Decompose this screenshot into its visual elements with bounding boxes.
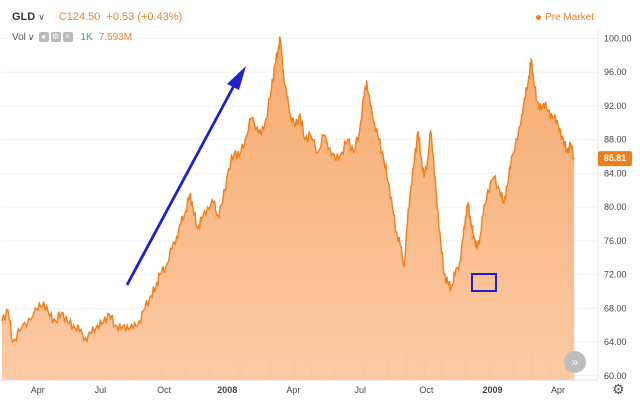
trend-arrow-annotation bbox=[125, 66, 246, 286]
x-tick-label: Apr bbox=[286, 385, 300, 395]
bottom-highlight-box bbox=[471, 273, 497, 292]
x-tick-label: Jul bbox=[95, 385, 107, 395]
y-tick-label: 100.00 bbox=[604, 33, 632, 43]
y-tick-label: 68.00 bbox=[604, 303, 627, 313]
y-tick-label: 80.00 bbox=[604, 202, 627, 212]
volume-header: Vol ∨ ● ⚙ × 1K 7.593M bbox=[12, 28, 132, 46]
price-line bbox=[1, 36, 575, 344]
y-tick-label: 76.00 bbox=[604, 236, 627, 246]
last-price-badge: 85.81 bbox=[598, 151, 632, 167]
session-label: Pre Market bbox=[545, 11, 594, 23]
eye-icon[interactable]: ● bbox=[38, 32, 49, 42]
chevron-down-icon[interactable]: ∨ bbox=[38, 11, 45, 22]
x-tick-label: Apr bbox=[31, 385, 45, 395]
y-tick-label: 88.00 bbox=[604, 135, 627, 145]
x-tick-label: Oct bbox=[419, 385, 434, 395]
y-axis: 100.00 96.00 92.00 88.00 84.00 80.00 76.00 72.0… bbox=[604, 33, 632, 380]
close-icon[interactable]: × bbox=[62, 32, 73, 42]
x-tick-label: Oct bbox=[157, 385, 172, 395]
arrow-head-icon bbox=[227, 66, 246, 90]
chevron-down-icon[interactable]: ∨ bbox=[27, 31, 35, 42]
gear-icon[interactable]: ⚙ bbox=[612, 381, 625, 397]
y-tick-label: 72.00 bbox=[604, 270, 627, 280]
gear-icon[interactable]: ⚙ bbox=[50, 32, 61, 42]
close-price: C124.50 bbox=[58, 11, 101, 23]
y-tick-label: 96.00 bbox=[604, 67, 627, 77]
session-indicator: Pre Market bbox=[536, 8, 594, 26]
x-tick-label: Jul bbox=[354, 385, 366, 395]
x-tick-label: 2008 bbox=[217, 385, 237, 395]
y-tick-label: 84.00 bbox=[604, 168, 627, 178]
symbol-label[interactable]: GLD bbox=[12, 11, 36, 23]
session-dot-icon bbox=[536, 14, 542, 20]
volume-value: 7.593M bbox=[98, 31, 133, 43]
x-tick-label: 2009 bbox=[482, 385, 502, 395]
x-axis: Apr Jul Oct 2008 Apr Jul Oct 2009 Apr bbox=[31, 385, 565, 395]
y-tick-label: 60.00 bbox=[604, 371, 627, 381]
volume-aggregation: 1K bbox=[80, 31, 93, 43]
y-tick-label: 92.00 bbox=[604, 101, 627, 111]
volume-label[interactable]: Vol bbox=[12, 31, 26, 43]
x-tick-label: Apr bbox=[551, 385, 565, 395]
last-price-label: 85.81 bbox=[604, 153, 627, 163]
price-change: +0.53 (+0.43%) bbox=[106, 11, 183, 23]
symbol-header: GLD ∨ C124.50 +0.53 (+0.43%) bbox=[12, 8, 182, 26]
y-tick-label: 64.00 bbox=[604, 337, 627, 347]
price-area bbox=[2, 36, 575, 380]
scroll-to-realtime-button[interactable]: » bbox=[564, 351, 586, 373]
